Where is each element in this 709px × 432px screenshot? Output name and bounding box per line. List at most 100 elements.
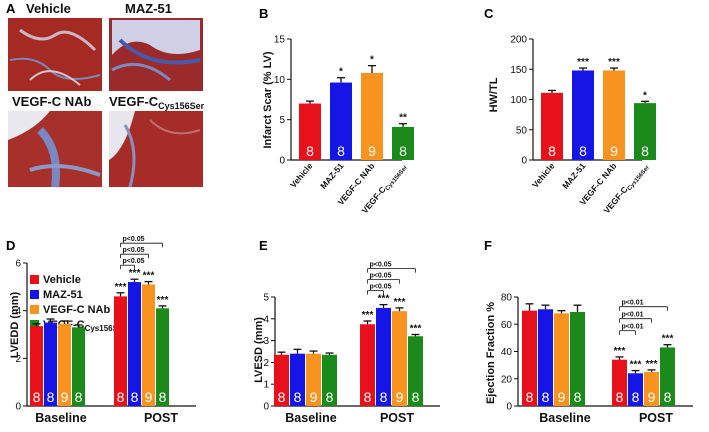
panel-b-star-3: ** (399, 113, 407, 124)
panel-e-group-post: POST (380, 411, 414, 425)
panel-d-group-baseline: Baseline (35, 411, 86, 425)
panel-d-pvalue-3: p<0.05 (123, 236, 145, 243)
panel-c-category-maz51: MAZ-51 (560, 161, 588, 191)
panel-e-bar-1-3 (408, 336, 423, 406)
panel-a-letter: A (6, 1, 16, 16)
panel-f-pvalue-1: p<0.01 (622, 324, 644, 331)
panel-d-ytick-label-0: 0 (15, 402, 21, 413)
panel-f-pvalue-3: p<0.01 (622, 300, 644, 307)
legend-label-vehicle: Vehicle (43, 274, 81, 286)
panel-d-bar-1-0 (114, 296, 127, 406)
panel-d-bar-0-3 (72, 327, 85, 406)
panel-f-ytick-label-3: 60 (501, 320, 513, 331)
panel-f-n-label-1-0: 8 (616, 389, 624, 405)
panel-c-n-label-1: 8 (579, 143, 587, 159)
panel-e-ytick-label-5: 5 (263, 293, 269, 304)
panel-b-bar-3 (392, 126, 414, 160)
panel-b-ylabel: Infarct Scar (% LV) (262, 51, 274, 148)
panel-e-letter: E (259, 238, 268, 253)
panel-b-bar-0 (299, 103, 321, 160)
panel-f-bar-0-3 (570, 311, 585, 406)
panel-e-ylabel: LVESD (mm) (253, 317, 265, 383)
panel-f-n-label-0-3: 8 (574, 389, 582, 405)
panel-e-star-1-1: *** (378, 294, 390, 305)
panel-d-star-1-0: *** (115, 282, 127, 293)
panel-f-ytick-label-0: 0 (506, 402, 512, 413)
panel-b-n-label-0: 8 (306, 143, 314, 159)
panel-f-bar-0-2 (554, 313, 569, 406)
panel-c-letter: C (484, 6, 494, 21)
panel-b-ytick-label-0: 0 (279, 156, 285, 167)
panel-c-category-text-3: VEGF-C (601, 184, 629, 215)
legend-label-maz51: MAZ-51 (43, 289, 83, 301)
panel-d-bar-0-2 (58, 323, 71, 406)
panel-f-n-label-1-1: 8 (632, 389, 640, 405)
panel-e-n-label-0-0: 8 (278, 389, 286, 405)
panel-d-n-label-0-1: 8 (47, 389, 55, 405)
panel-f-group-baseline: Baseline (539, 411, 590, 425)
panel-f-pvalue-2: p<0.01 (622, 312, 644, 319)
panel-c-category-text-0: Vehicle (530, 161, 557, 190)
panel-d-bar-0-1 (44, 322, 57, 406)
panel-c-ylabel: HW/TL (488, 77, 500, 112)
panel-c-ytick-label-3: 150 (510, 65, 527, 76)
panel-b-category-text-0: Vehicle (288, 161, 315, 190)
panel-f-bar-1-2 (644, 371, 659, 406)
panel-e-ytick-label-1: 1 (263, 380, 269, 391)
image-label-maz51: MAZ-51 (125, 1, 172, 16)
panel-c-bar-1 (572, 70, 594, 160)
panel-e-n-label-1-1: 8 (380, 389, 388, 405)
panel-c-bar-3 (634, 103, 656, 160)
panel-c-ytick-label-1: 50 (516, 125, 528, 136)
panel-b-bar-1 (330, 82, 352, 160)
panel-f-star-1-1: *** (630, 360, 642, 371)
panel-b-bar-2 (361, 72, 383, 160)
panel-c-category-text-1: MAZ-51 (560, 161, 588, 191)
panel-c-star-2: *** (608, 57, 620, 68)
panel-e-bar-1-1 (376, 307, 391, 406)
panel-e-ytick-label-4: 4 (263, 314, 269, 325)
panel-e-bar-1-2 (392, 311, 407, 406)
panel-f-bar-1-3 (660, 347, 675, 406)
panel-f-n-label-1-3: 8 (664, 389, 672, 405)
panel-d-ytick-label-2: 4 (15, 306, 21, 317)
panel-f-bar-0-1 (538, 309, 553, 406)
image-label-cys-main: VEGF-C (109, 94, 159, 109)
panel-e-ytick-label-0: 0 (263, 402, 269, 413)
panel-b-category-text-1: MAZ-51 (318, 161, 346, 191)
panel-e-ytick-label-3: 3 (263, 336, 269, 347)
panel-b-star-2: * (370, 55, 374, 66)
panel-d-bar-0-0 (30, 326, 43, 406)
image-label-cys: VEGF-CCys156Ser (109, 94, 205, 111)
panel-f-letter: F (484, 238, 492, 253)
panel-e-bar-0-3 (322, 354, 337, 406)
panel-c-star-1: *** (577, 57, 589, 68)
panel-f-star-1-0: *** (614, 346, 626, 357)
panel-d-bar-1-3 (156, 308, 169, 406)
panel-d-letter: D (6, 238, 15, 253)
panel-c-n-label-3: 8 (641, 143, 649, 159)
panel-c-n-label-0: 8 (548, 143, 556, 159)
panel-e-bar-0-1 (290, 353, 305, 406)
panel-e-n-label-1-3: 8 (412, 389, 420, 405)
panel-e-star-1-3: *** (410, 323, 422, 334)
panel-d-n-label-1-2: 9 (145, 389, 153, 405)
panel-f-bar-0-0 (522, 310, 537, 406)
panel-b-category-text-3: VEGF-C (359, 184, 387, 215)
panel-b-n-label-1: 8 (337, 143, 345, 159)
panel-e-pvalue-1: p<0.05 (370, 284, 392, 291)
panel-c-ytick-label-4: 200 (510, 35, 527, 46)
panel-d-n-label-0-3: 8 (75, 389, 83, 405)
panel-e-bar-1-0 (360, 324, 375, 406)
panel-e-n-label-0-3: 8 (326, 389, 334, 405)
panel-f-bar-1-0 (612, 359, 627, 406)
panel-e-star-1-0: *** (362, 310, 374, 321)
panel-e-star-1-2: *** (394, 297, 406, 308)
panel-d-star-1-1: *** (129, 268, 141, 279)
panel-d-ylabel: LVEDD (mm) (9, 291, 21, 358)
panel-d-n-label-0-2: 9 (61, 389, 69, 405)
panel-c-category-vehicle: Vehicle (530, 161, 557, 190)
panel-e-group-baseline: Baseline (285, 411, 336, 425)
